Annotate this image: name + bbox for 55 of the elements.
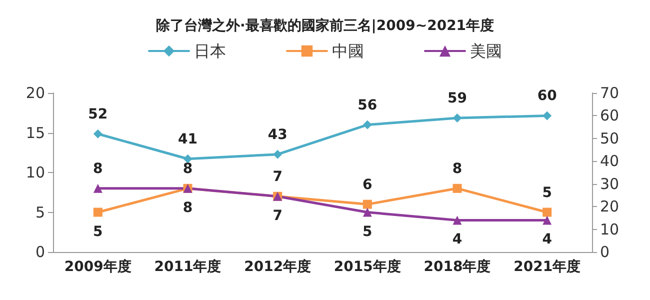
- y2-tick-label: 70: [600, 84, 620, 102]
- point: [93, 208, 102, 217]
- y-tick-label: 5: [35, 203, 45, 222]
- point: [362, 120, 372, 130]
- y-tick-label: 10: [26, 164, 45, 182]
- point: [183, 154, 192, 164]
- data-label: 41: [178, 131, 198, 148]
- point: [362, 208, 372, 217]
- point: [93, 184, 102, 193]
- data-label: 5: [542, 184, 552, 201]
- y-tick-label: 0: [35, 243, 45, 261]
- y2-tick-label: 50: [600, 129, 620, 148]
- y-tick-label: 20: [26, 84, 45, 102]
- chart-title: 除了台灣之外·最喜歡的國家前三名|2009~2021年度: [156, 17, 494, 34]
- legend-label: 中國: [332, 42, 364, 60]
- legend-label: 美國: [470, 42, 502, 60]
- data-label: 4: [542, 232, 552, 248]
- point: [93, 129, 102, 138]
- point: [452, 184, 462, 193]
- point: [542, 208, 552, 217]
- data-label: 4: [452, 232, 462, 248]
- data-label: 5: [362, 224, 372, 240]
- x-tick-label: 2015年度: [334, 258, 401, 275]
- x-tick-label: 2021年度: [514, 258, 581, 275]
- point: [542, 216, 552, 225]
- point: [452, 216, 462, 225]
- data-label: 56: [358, 97, 378, 114]
- y2-tick-label: 40: [600, 152, 620, 170]
- y2-tick-label: 0: [600, 243, 610, 261]
- legend-label: 日本: [194, 42, 226, 60]
- data-label: 8: [182, 200, 193, 216]
- x-tick-label: 2018年度: [424, 258, 491, 275]
- y-tick-label: 15: [26, 124, 45, 142]
- data-label: 7: [272, 168, 282, 185]
- point: [362, 200, 372, 209]
- data-label: 5: [93, 224, 103, 240]
- data-label: 8: [452, 160, 462, 177]
- data-label: 6: [362, 176, 372, 193]
- data-label: 7: [272, 208, 282, 224]
- y2-tick-label: 10: [600, 220, 620, 238]
- data-label: 8: [93, 160, 103, 177]
- x-tick-label: 2009年度: [64, 258, 132, 275]
- data-label: 52: [88, 106, 108, 122]
- data-label: 59: [448, 90, 467, 106]
- y2-tick-label: 60: [600, 106, 620, 125]
- y2-tick-label: 30: [600, 174, 620, 193]
- x-tick-label: 2012年度: [244, 258, 312, 275]
- data-label: 43: [268, 126, 288, 143]
- y2-tick-label: 20: [600, 198, 620, 216]
- point: [273, 150, 282, 159]
- data-label: 8: [182, 160, 193, 177]
- x-tick-label: 2011年度: [154, 258, 222, 275]
- point: [452, 113, 462, 122]
- point: [542, 111, 552, 120]
- data-label: 60: [537, 88, 558, 104]
